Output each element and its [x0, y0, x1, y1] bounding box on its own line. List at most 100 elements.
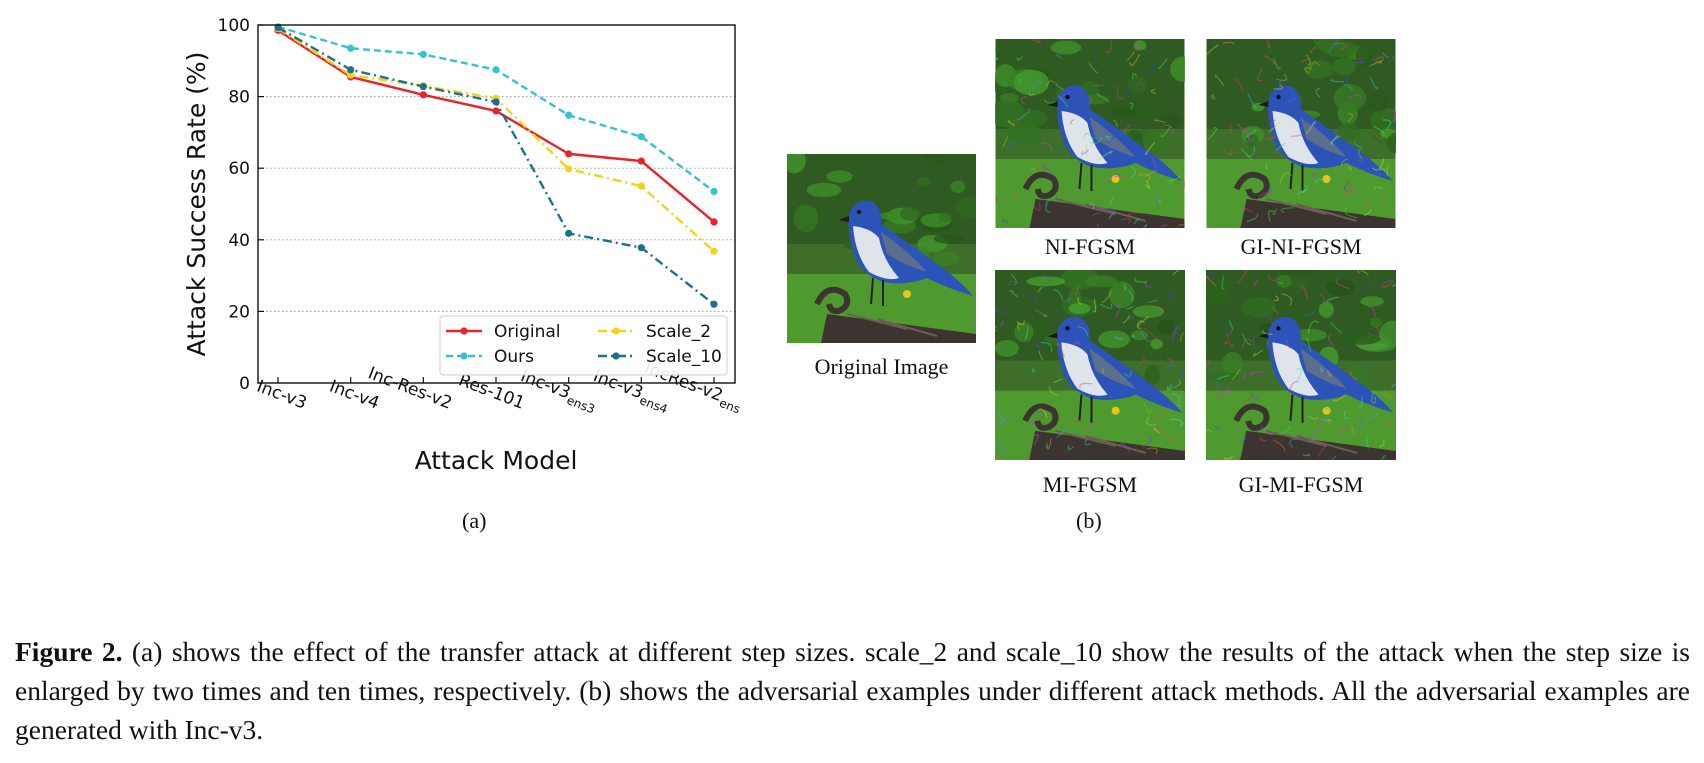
adversarial-noise-stroke	[1046, 80, 1056, 87]
adversarial-noise-stroke	[1347, 113, 1354, 122]
adversarial-noise-stroke	[1133, 218, 1140, 225]
leaf-blob	[955, 196, 976, 219]
leaf-blob	[924, 154, 945, 167]
adversarial-noise-stroke	[1056, 53, 1063, 59]
adversarial-noise-stroke	[1135, 44, 1141, 51]
leaf-blob	[1108, 281, 1135, 309]
data-point-ours	[492, 66, 500, 74]
adversarial-noise-stroke	[1180, 332, 1185, 343]
adversarial-noise-stroke	[1112, 119, 1119, 128]
adversarial-noise-stroke	[999, 417, 1014, 429]
leaf-blob	[1132, 305, 1165, 318]
adversarial-noise-stroke	[1067, 444, 1075, 451]
bird-legs	[1289, 162, 1304, 191]
leaf-blob	[1326, 279, 1355, 296]
adversarial-noise-stroke	[1375, 56, 1385, 64]
adversarial-noise-stroke	[1363, 361, 1369, 372]
adversarial-noise-stroke	[1391, 382, 1396, 388]
adversarial-noise-stroke	[1241, 437, 1248, 444]
leaf-blob	[1026, 276, 1066, 287]
adversarial-noise-stroke	[1136, 320, 1145, 328]
leaf-blob	[1013, 69, 1050, 96]
adversarial-noise-stroke	[1350, 425, 1355, 435]
bird-chest	[1061, 111, 1108, 165]
adversarial-noise-stroke	[1326, 296, 1340, 303]
leaf-blob	[1127, 76, 1148, 93]
adversarial-noise-stroke	[1024, 326, 1029, 339]
adversarial-noise-stroke	[1221, 275, 1225, 290]
adversarial-noise-stroke	[1173, 325, 1178, 338]
adversarial-noise-stroke	[1306, 54, 1311, 66]
data-point-ours	[419, 50, 427, 58]
data-point-scale_2	[347, 71, 355, 79]
adversarial-noise-stroke	[1289, 380, 1299, 392]
figure-caption: Figure 2. (a) shows the effect of the tr…	[15, 632, 1690, 749]
adversarial-noise-stroke	[1126, 51, 1135, 62]
adversarial-noise-stroke	[1340, 72, 1350, 84]
adversarial-noise-stroke	[1125, 86, 1133, 97]
adversarial-noise-stroke	[1223, 455, 1233, 460]
adversarial-noise-stroke	[1216, 389, 1221, 403]
adversarial-noise-stroke	[1379, 440, 1385, 448]
adversarial-noise-stroke	[1302, 453, 1310, 457]
adversarial-noise-stroke	[1017, 322, 1021, 330]
adversarial-noise-stroke	[1127, 212, 1138, 216]
leaf-blob	[1341, 332, 1381, 345]
adversarial-noise-stroke	[1340, 158, 1348, 167]
data-point-scale_10	[565, 229, 573, 237]
adversarial-noise-stroke	[1150, 89, 1157, 95]
adversarial-noise-stroke	[1101, 291, 1112, 304]
adversarial-noise-stroke	[1225, 330, 1233, 337]
adversarial-noise-stroke	[1063, 297, 1071, 302]
adversarial-noise-stroke	[1300, 57, 1311, 63]
adversarial-noise-stroke	[1381, 192, 1384, 201]
leaf-blob	[995, 99, 1026, 128]
leaf-blob	[933, 251, 960, 266]
adversarial-noise-stroke	[1016, 56, 1023, 61]
adversarial-noise-stroke	[1258, 191, 1271, 201]
bird-beak	[1258, 101, 1269, 107]
adversarial-noise-stroke	[1171, 393, 1179, 398]
leaf-blob	[1170, 56, 1185, 82]
bench-scroll	[1233, 171, 1270, 200]
leaf-blob	[1130, 330, 1149, 341]
adversarial-noise-stroke	[1357, 156, 1363, 162]
adversarial-noise-stroke	[1083, 132, 1095, 141]
bird-chest	[853, 226, 899, 280]
bench-scroll	[814, 286, 851, 315]
leaf-blob	[900, 206, 921, 221]
data-point-original	[710, 218, 718, 226]
bird-wing	[1300, 348, 1347, 389]
adversarial-noise-stroke	[1296, 188, 1306, 195]
adversarial-noise-stroke	[1313, 178, 1327, 185]
y-tick-label: 40	[228, 231, 250, 251]
leaf-blob	[1159, 113, 1182, 129]
adversarial-noise-stroke	[1206, 429, 1212, 433]
adversarial-noise-stroke	[1207, 127, 1218, 141]
adversarial-noise-stroke	[1373, 125, 1385, 136]
legend-marker-ours	[460, 352, 468, 360]
adversarial-noise-stroke	[1303, 67, 1311, 74]
adversarial-noise-stroke	[1166, 175, 1182, 183]
leaf-blob	[1304, 59, 1334, 79]
y-tick-label: 20	[228, 302, 250, 322]
adversarial-noise-stroke	[1332, 42, 1346, 47]
leaf-blob	[1279, 270, 1317, 276]
adversarial-noise-stroke	[1242, 338, 1253, 349]
adversarial-noise-stroke	[1171, 326, 1181, 341]
data-point-original	[492, 107, 500, 115]
bird-beak	[1258, 332, 1269, 339]
adversarial-noise-stroke	[1113, 175, 1129, 179]
adversarial-noise-stroke	[1084, 438, 1092, 446]
adversarial-noise-stroke	[1280, 207, 1294, 214]
adversarial-noise-stroke	[1130, 166, 1136, 179]
bird-wing	[1089, 348, 1136, 389]
bench-arm	[1029, 199, 1185, 228]
panel-b-label: (b)	[1076, 508, 1102, 533]
adversarial-noise-stroke	[1160, 125, 1172, 138]
adversarial-noise-stroke	[1279, 79, 1288, 85]
bench-arm	[821, 314, 976, 343]
adversarial-noise-stroke	[1081, 149, 1089, 155]
adversarial-noise-stroke	[1295, 368, 1302, 382]
adversarial-noise-stroke	[1147, 300, 1159, 304]
